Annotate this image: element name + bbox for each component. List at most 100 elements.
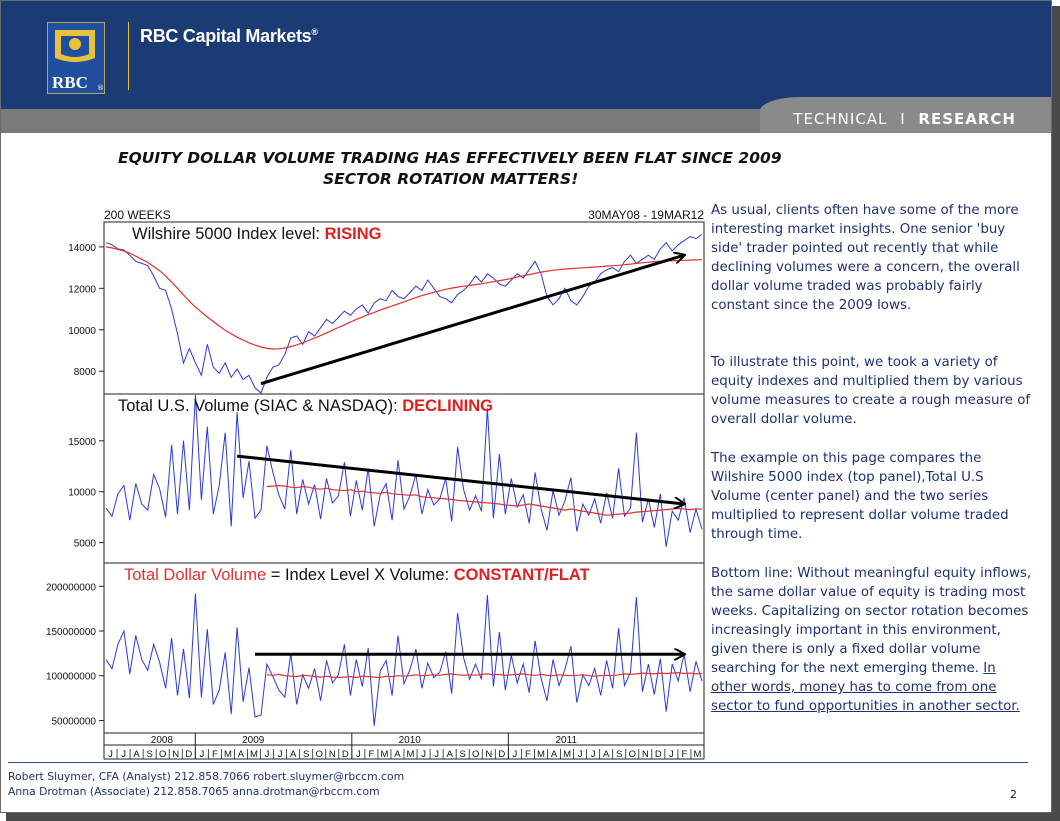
month-label: M — [224, 749, 232, 760]
month-label: N — [329, 749, 336, 760]
page-title-line1: EQUITY DOLLAR VOLUME TRADING HAS EFFECTI… — [118, 149, 782, 167]
brand-name: RBC Capital Markets® — [140, 26, 318, 46]
dollar-volume-panel-ytick-label: 200000000 — [46, 582, 96, 593]
dollar-volume-panel-label: Total Dollar Volume = Index Level X Volu… — [124, 566, 590, 584]
month-label: S — [303, 749, 309, 760]
month-label: S — [146, 749, 152, 760]
brand-divider — [128, 22, 129, 90]
month-label: S — [460, 749, 466, 760]
dollar-volume-panel-ytick-label: 100000000 — [46, 672, 96, 683]
wilshire-panel-label-status: RISING — [325, 225, 382, 243]
dollar-volume-panel-frame — [103, 562, 705, 734]
page-shadow-right — [1052, 6, 1060, 821]
year-label: 2009 — [242, 735, 265, 746]
month-label: M — [380, 749, 388, 760]
paragraph-bottom-line: Bottom line: Without meaningful equity i… — [711, 566, 1032, 714]
month-label: J — [578, 749, 583, 760]
page-title-line2: SECTOR ROTATION MATTERS! — [323, 170, 579, 188]
month-label: A — [446, 749, 453, 760]
paragraph-1: As usual, clients often have some of the… — [711, 203, 1020, 313]
volume-panel-trend-arrow — [236, 454, 684, 504]
dollar-volume-panel-label-status: CONSTANT/FLAT — [454, 566, 590, 584]
month-label: O — [629, 749, 636, 760]
month-label: A — [551, 749, 558, 760]
page-number: 2 — [1010, 788, 1017, 801]
month-label: M — [694, 749, 702, 760]
volume-panel-ytick-label: 10000 — [68, 488, 96, 499]
month-label: J — [421, 749, 426, 760]
month-label: A — [290, 749, 297, 760]
month-label: D — [498, 749, 505, 760]
dollar-volume-panel-ytick-label: 150000000 — [46, 627, 96, 638]
month-label: J — [591, 749, 596, 760]
month-label: N — [642, 749, 649, 760]
wilshire-panel-ytick-label: 10000 — [68, 326, 96, 337]
volume-panel-ytick-label: 5000 — [74, 539, 97, 550]
volume-panel-label: Total U.S. Volume (SIAC & NASDAQ): DECLI… — [118, 397, 493, 415]
header-band — [1, 1, 1051, 109]
wilshire-panel-average-line — [105, 246, 703, 350]
month-label: J — [434, 749, 439, 760]
volume-panel-label-prefix: Total U.S. Volume (SIAC & NASDAQ): — [118, 397, 402, 415]
month-label: O — [159, 749, 166, 760]
month-label: J — [265, 749, 270, 760]
volume-panel-ytick-label: 15000 — [68, 437, 96, 448]
month-label: A — [603, 749, 610, 760]
month-label: F — [525, 749, 531, 760]
month-label: F — [212, 749, 218, 760]
header-subbar-tab — [760, 97, 1051, 133]
wilshire-panel-frame — [103, 221, 705, 395]
wilshire-panel-ytick-label: 12000 — [68, 284, 96, 295]
year-label: 2011 — [556, 735, 578, 746]
wilshire-panel-trend-arrow — [260, 255, 684, 386]
page-shadow-bottom — [6, 813, 1060, 821]
month-label: A — [394, 749, 401, 760]
month-label: A — [238, 749, 245, 760]
footer-divider — [8, 762, 1028, 763]
month-label: J — [121, 749, 126, 760]
month-label: M — [537, 749, 545, 760]
month-label: S — [616, 749, 622, 760]
dollar-volume-panel-average-line — [266, 671, 703, 679]
rbc-logo: RBC ® — [47, 22, 105, 94]
month-label: D — [342, 749, 349, 760]
wilshire-panel-ytick-label: 14000 — [68, 243, 96, 254]
month-label: J — [108, 749, 113, 760]
month-label: M — [563, 749, 571, 760]
month-label: J — [356, 749, 361, 760]
month-label: J — [199, 749, 204, 760]
credit-associate: Anna Drotman (Associate) 212.858.7065 an… — [8, 785, 380, 798]
month-label: J — [278, 749, 283, 760]
chart-period-label: 200 WEEKS — [104, 208, 171, 222]
month-label: F — [682, 749, 688, 760]
dollar-volume-panel-ytick-label: 50000000 — [52, 716, 97, 727]
month-label: M — [250, 749, 258, 760]
section-label: TECHNICAL I RESEARCH — [793, 110, 1016, 128]
month-label: A — [133, 749, 140, 760]
chart-date-range: 30MAY08 - 19MAR12 — [588, 208, 704, 222]
month-label: O — [316, 749, 323, 760]
volume-panel-series-line — [105, 394, 703, 547]
month-label: J — [512, 749, 517, 760]
month-label: N — [172, 749, 179, 760]
dollar-volume-panel-label-prefix: Total Dollar Volume — [124, 566, 266, 584]
month-label: D — [185, 749, 192, 760]
credit-analyst: Robert Sluymer, CFA (Analyst) 212.858.70… — [8, 770, 405, 783]
month-label: D — [655, 749, 662, 760]
dollar-volume-panel-label-formula: = Index Level X Volume: — [266, 566, 454, 584]
wilshire-panel-ytick-label: 8000 — [74, 367, 97, 378]
dollar-volume-panel-series-line — [105, 593, 703, 726]
month-label: M — [407, 749, 415, 760]
year-label: 2008 — [151, 735, 174, 746]
logo-text: RBC — [52, 73, 88, 92]
month-label: N — [485, 749, 492, 760]
month-label: F — [368, 749, 374, 760]
volume-panel-label-status: DECLINING — [402, 397, 493, 415]
wilshire-panel-series-line — [105, 233, 703, 394]
volume-panel-average-line — [266, 484, 702, 516]
wilshire-panel-label-prefix: Wilshire 5000 Index level: — [132, 225, 325, 243]
paragraph-3: The example on this page compares the Wi… — [711, 451, 1009, 542]
month-label: O — [472, 749, 479, 760]
bottom-line-link-text: In other words, money has to come from o… — [711, 661, 1020, 714]
